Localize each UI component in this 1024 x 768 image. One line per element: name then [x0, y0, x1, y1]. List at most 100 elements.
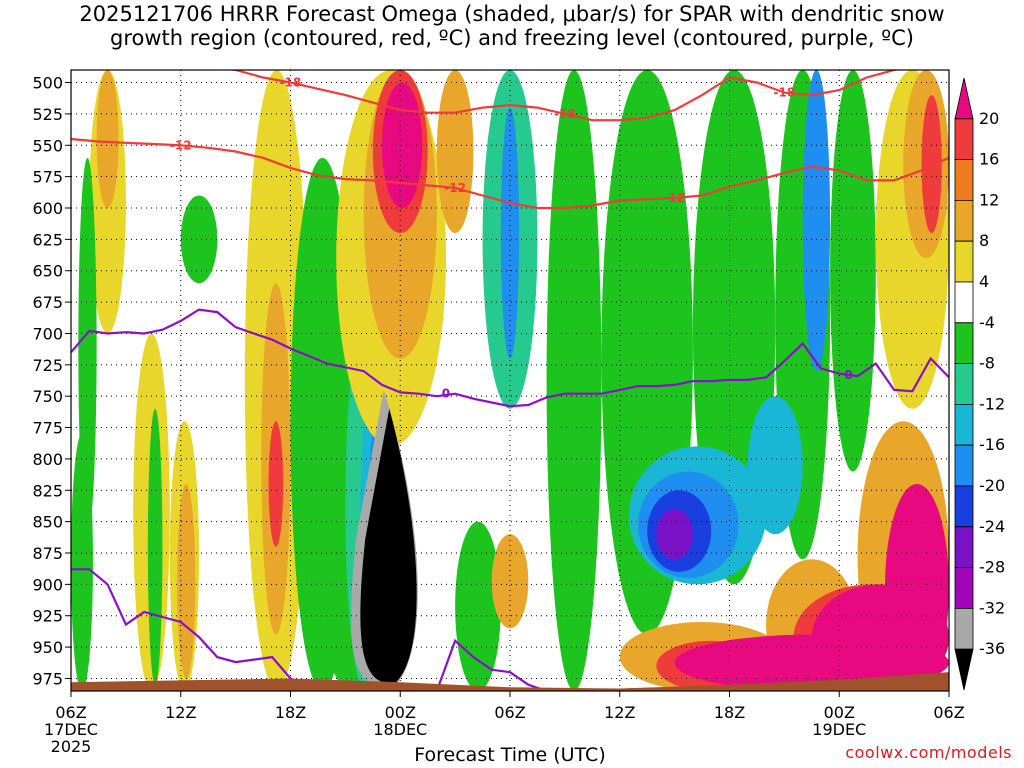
y-tick-label: 925 [32, 607, 63, 626]
chart-title: 2025121706 HRRR Forecast Omega (shaded, … [0, 2, 1024, 50]
freezing-contour-label: 0 [844, 368, 852, 382]
y-axis: 500 525 550 575 600 625 650 675 700 725 750 775 800 8… [32, 74, 71, 688]
omega-cell-7 [177, 484, 196, 679]
x-tick-label: 06Z [55, 703, 86, 722]
y-tick-label: 700 [32, 324, 63, 343]
y-tick-label: 650 [32, 262, 63, 281]
colorbar-swatch-9 [954, 444, 974, 487]
colorbar-label: 12 [979, 190, 999, 209]
omega-cell-8 [180, 195, 218, 284]
x-tick-label: 12Z [165, 703, 196, 722]
colorbar-swatch-1 [954, 118, 974, 160]
dendritic-contour-label: -12 [444, 181, 466, 195]
dendritic-contour-label: -18 [554, 107, 576, 121]
colorbar-swatch-10 [954, 485, 974, 528]
colorbar-swatch-0 [954, 77, 974, 120]
y-tick-label: 525 [32, 105, 63, 124]
y-tick-label: 800 [32, 450, 63, 469]
omega-cell-22 [436, 70, 474, 234]
y-tick-label: 775 [32, 419, 63, 438]
dendritic-contour-label: -12 [664, 191, 686, 205]
colorbar: 20 16 12 8 4 -4 -8 -12 -16 -20 -24 -28 -32 -36 [954, 77, 1005, 691]
x-axis-title: Forecast Time (UTC) [414, 744, 606, 766]
colorbar-swatch-12 [954, 567, 974, 609]
omega-cell-5 [147, 408, 163, 685]
colorbar-swatch-6 [954, 322, 974, 364]
y-tick-label: 725 [32, 356, 63, 375]
colorbar-swatch-5 [954, 281, 974, 324]
y-tick-label: 600 [32, 199, 63, 218]
colorbar-swatch-3 [954, 200, 974, 242]
colorbar-swatch-8 [954, 404, 974, 446]
dendritic-contour-label: -18 [280, 76, 302, 90]
x-tick-date: 18DEC [373, 720, 427, 739]
chart-title-line1: 2025121706 HRRR Forecast Omega (shaded, … [79, 2, 945, 26]
omega-cell-26 [491, 534, 529, 629]
x-tick-label: 12Z [604, 703, 635, 722]
colorbar-label: 20 [979, 109, 999, 128]
y-tick-label: 500 [32, 74, 63, 93]
colorbar-label: -32 [979, 598, 1005, 617]
freezing-contour-label: 0 [442, 387, 450, 401]
freezing-contour [71, 308, 949, 408]
omega-cell-48 [884, 484, 949, 691]
colorbar-label: -8 [979, 354, 995, 373]
omega-cell-40 [747, 396, 803, 535]
dendritic-contour-label: -18 [774, 86, 796, 100]
colorbar-label: -20 [979, 476, 1005, 495]
x-tick-date: 19DEC [812, 720, 866, 739]
x-tick-date: 17DEC [44, 720, 98, 739]
omega-cell-25 [455, 521, 501, 691]
y-tick-label: 875 [32, 544, 63, 563]
contours: -12 -12 -12 -18 -18 -18 0 0 [71, 70, 949, 691]
chart-title-line2: growth region (contoured, red, ºC) and f… [110, 26, 914, 50]
y-tick-label: 975 [32, 669, 63, 688]
omega-min-black [360, 408, 417, 684]
y-tick-label: 550 [32, 136, 63, 155]
colorbar-swatch-11 [954, 526, 974, 568]
y-tick-label: 950 [32, 638, 63, 657]
colorbar-swatch-7 [954, 363, 974, 405]
x-tick-label: 06Z [933, 703, 964, 722]
omega-cell-39 [656, 509, 693, 560]
omega-cell-1 [96, 70, 119, 208]
x-tick-label: 18Z [714, 703, 745, 722]
terrain [71, 672, 949, 691]
colorbar-label: -16 [979, 435, 1005, 454]
omega-shading [71, 70, 949, 691]
x-tick-label: 00Z [385, 703, 416, 722]
x-tick-label: 00Z [824, 703, 855, 722]
colorbar-label: -12 [979, 394, 1005, 413]
omega-cell-3 [71, 433, 93, 691]
y-tick-label: 825 [32, 481, 63, 500]
colorbar-label: 4 [979, 272, 989, 291]
omega-cell-35 [921, 95, 942, 234]
x-tick-label: 18Z [275, 703, 306, 722]
omega-cell-27 [546, 70, 602, 691]
colorbar-label: 16 [979, 150, 999, 169]
colorbar-swatch-13 [954, 608, 974, 650]
colorbar-label: -28 [979, 558, 1005, 577]
colorbar-label: -24 [979, 517, 1005, 536]
y-tick-label: 575 [32, 168, 63, 187]
colorbar-swatch-14 [954, 648, 974, 691]
dendritic-contour-1 [227, 70, 901, 122]
dendritic-contour-label: -12 [170, 138, 192, 152]
y-tick-label: 625 [32, 230, 63, 249]
colorbar-swatch-2 [954, 159, 974, 201]
colorbar-label: -36 [979, 639, 1005, 658]
omega-cell-11 [268, 421, 284, 547]
y-tick-label: 850 [32, 513, 63, 532]
y-tick-label: 900 [32, 575, 63, 594]
terrain-ground [71, 672, 949, 691]
colorbar-label: 8 [979, 231, 989, 250]
colorbar-swatch-4 [954, 240, 974, 283]
credit-text: coolwx.com/models [845, 743, 1012, 762]
omega-cell-31 [802, 70, 831, 372]
omega-cell-21 [381, 82, 423, 208]
omega-cell-24 [500, 107, 520, 359]
y-tick-label: 675 [32, 293, 63, 312]
colorbar-label: -4 [979, 313, 995, 332]
